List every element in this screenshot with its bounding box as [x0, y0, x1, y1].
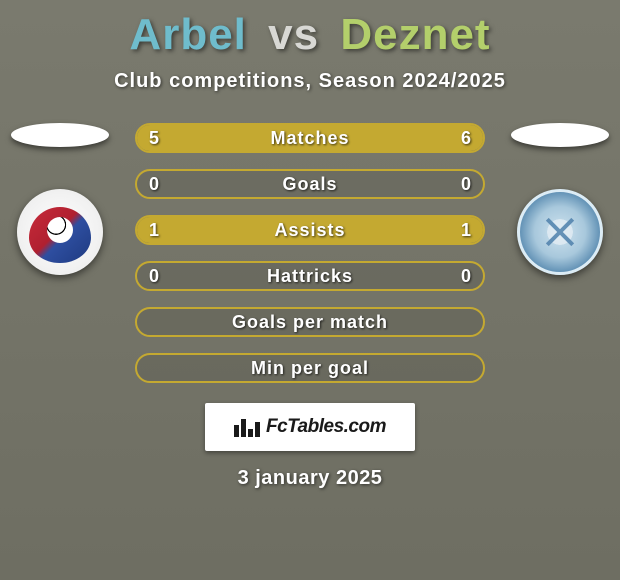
stat-bars: 56Matches 00Goals 11Assists 00Hattricks Goal…	[135, 123, 485, 383]
comparison-panel: 56Matches 00Goals 11Assists 00Hattricks Goal…	[0, 123, 620, 383]
left-team-col	[0, 123, 120, 275]
player2-club-badge-icon	[517, 189, 603, 275]
title-vs: vs	[260, 10, 327, 59]
stat-label: Matches	[137, 128, 483, 149]
brand-text: FcTables.com	[266, 416, 386, 438]
player1-club-badge-icon	[17, 189, 103, 275]
stat-row: Goals per match	[135, 307, 485, 337]
player2-name-slot	[511, 123, 609, 147]
stat-row: 00Hattricks	[135, 261, 485, 291]
right-team-col	[500, 123, 620, 275]
title-player1: Arbel	[129, 10, 246, 59]
page-title: Arbel vs Deznet	[0, 0, 620, 60]
stat-label: Goals	[137, 174, 483, 195]
stat-label: Hattricks	[137, 266, 483, 287]
subtitle: Club competitions, Season 2024/2025	[0, 70, 620, 93]
title-player2: Deznet	[340, 10, 490, 59]
stat-label: Goals per match	[137, 312, 483, 333]
stat-label: Min per goal	[137, 358, 483, 379]
brand-badge: FcTables.com	[205, 403, 415, 451]
footer-date: 3 january 2025	[0, 467, 620, 490]
stat-row: Min per goal	[135, 353, 485, 383]
bar-chart-icon	[234, 417, 260, 437]
stat-row: 11Assists	[135, 215, 485, 245]
stat-row: 00Goals	[135, 169, 485, 199]
player1-name-slot	[11, 123, 109, 147]
stat-label: Assists	[137, 220, 483, 241]
stat-row: 56Matches	[135, 123, 485, 153]
